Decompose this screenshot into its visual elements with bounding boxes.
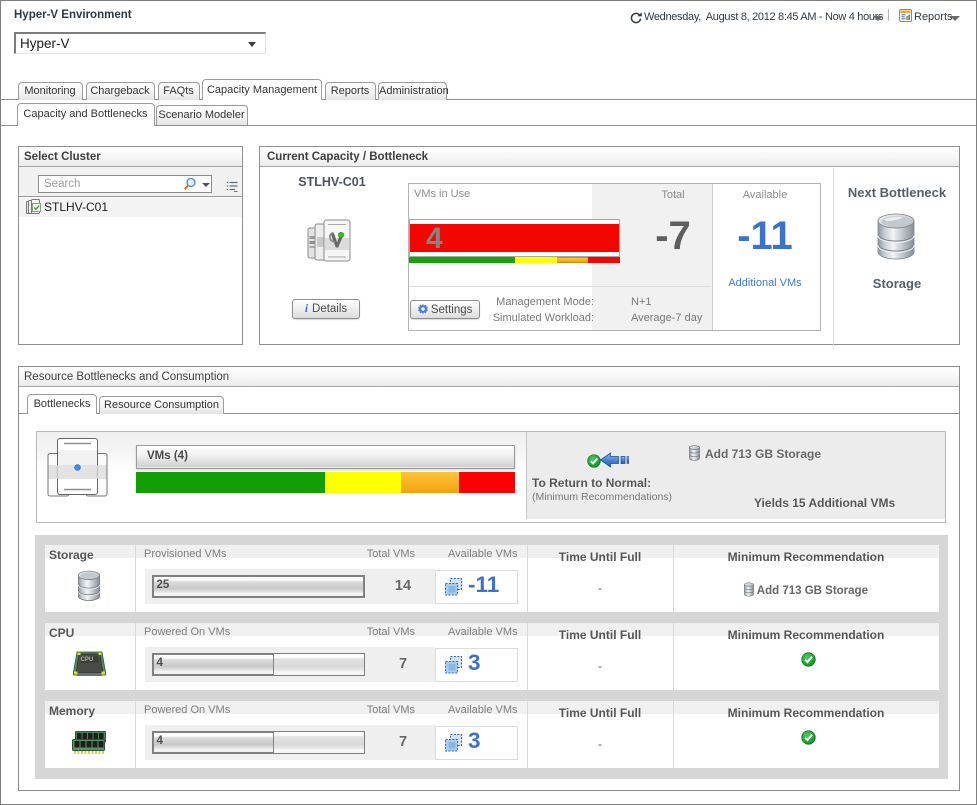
svg-text:CPU: CPU: [81, 657, 94, 663]
